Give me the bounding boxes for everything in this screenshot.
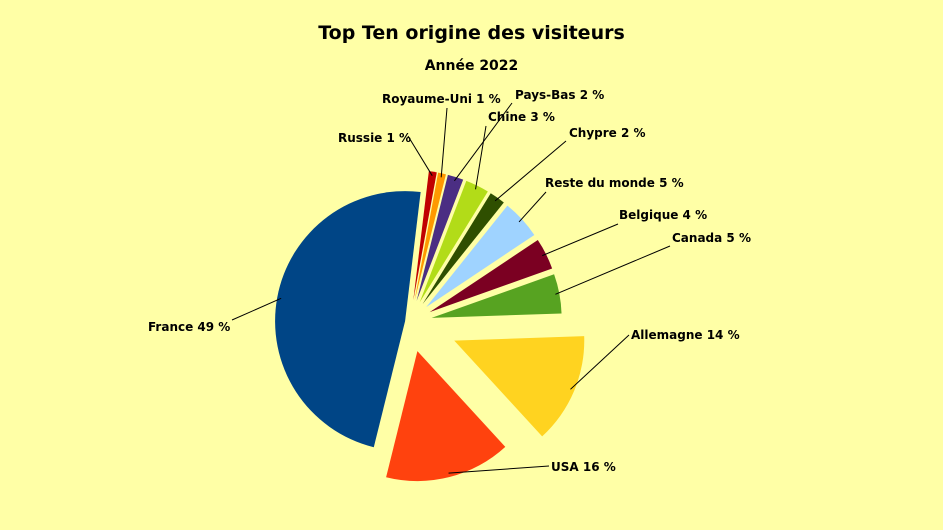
slice-label-canada: Canada 5 % [672, 231, 751, 245]
pie-slice-reste-du-monde [426, 205, 535, 308]
pie-slice-belgique [429, 239, 553, 313]
pie-slice-canada [431, 274, 562, 318]
leader-line-france [231, 297, 282, 321]
pie-slice-france [275, 191, 421, 448]
slice-label-royaume-uni: Royaume-Uni 1 % [382, 92, 501, 106]
pie-slice-royaume-uni [414, 172, 446, 301]
chart-title: Top Ten origine des visiteurs [318, 22, 625, 44]
slice-label-usa: USA 16 % [551, 460, 616, 474]
leader-line-chypre [494, 140, 567, 202]
pie-slice-pays-bas [416, 174, 464, 302]
slice-label-chypre: Chypre 2 % [569, 126, 646, 140]
leader-line-belgique [542, 223, 619, 257]
chart-subtitle: Année 2022 [424, 58, 519, 74]
slice-label-reste-du-monde: Reste du monde 5 % [545, 176, 684, 190]
slice-label-russie: Russie 1 % [338, 131, 411, 145]
pie-slice-allemagne [454, 336, 585, 437]
pie-slice-chine [419, 180, 488, 303]
leader-line-usa [448, 465, 550, 474]
slice-label-chine: Chine 3 % [488, 110, 555, 124]
leader-line-allemagne [570, 334, 630, 390]
slice-label-allemagne: Allemagne 14 % [631, 328, 740, 342]
leader-line-reste-du-monde [518, 191, 547, 223]
pie-slice-russie [413, 171, 437, 301]
slice-label-pays-bas: Pays-Bas 2 % [515, 88, 604, 102]
leader-line-russie [407, 135, 433, 176]
leader-line-royaume-uni [440, 107, 448, 178]
slice-label-belgique: Belgique 4 % [619, 208, 707, 222]
leader-line-canada [555, 245, 671, 295]
leader-line-chine [475, 125, 487, 190]
slice-label-france: France 49 % [148, 320, 230, 334]
pie-slice-chypre [422, 193, 504, 305]
pie-slice-usa [386, 351, 506, 482]
